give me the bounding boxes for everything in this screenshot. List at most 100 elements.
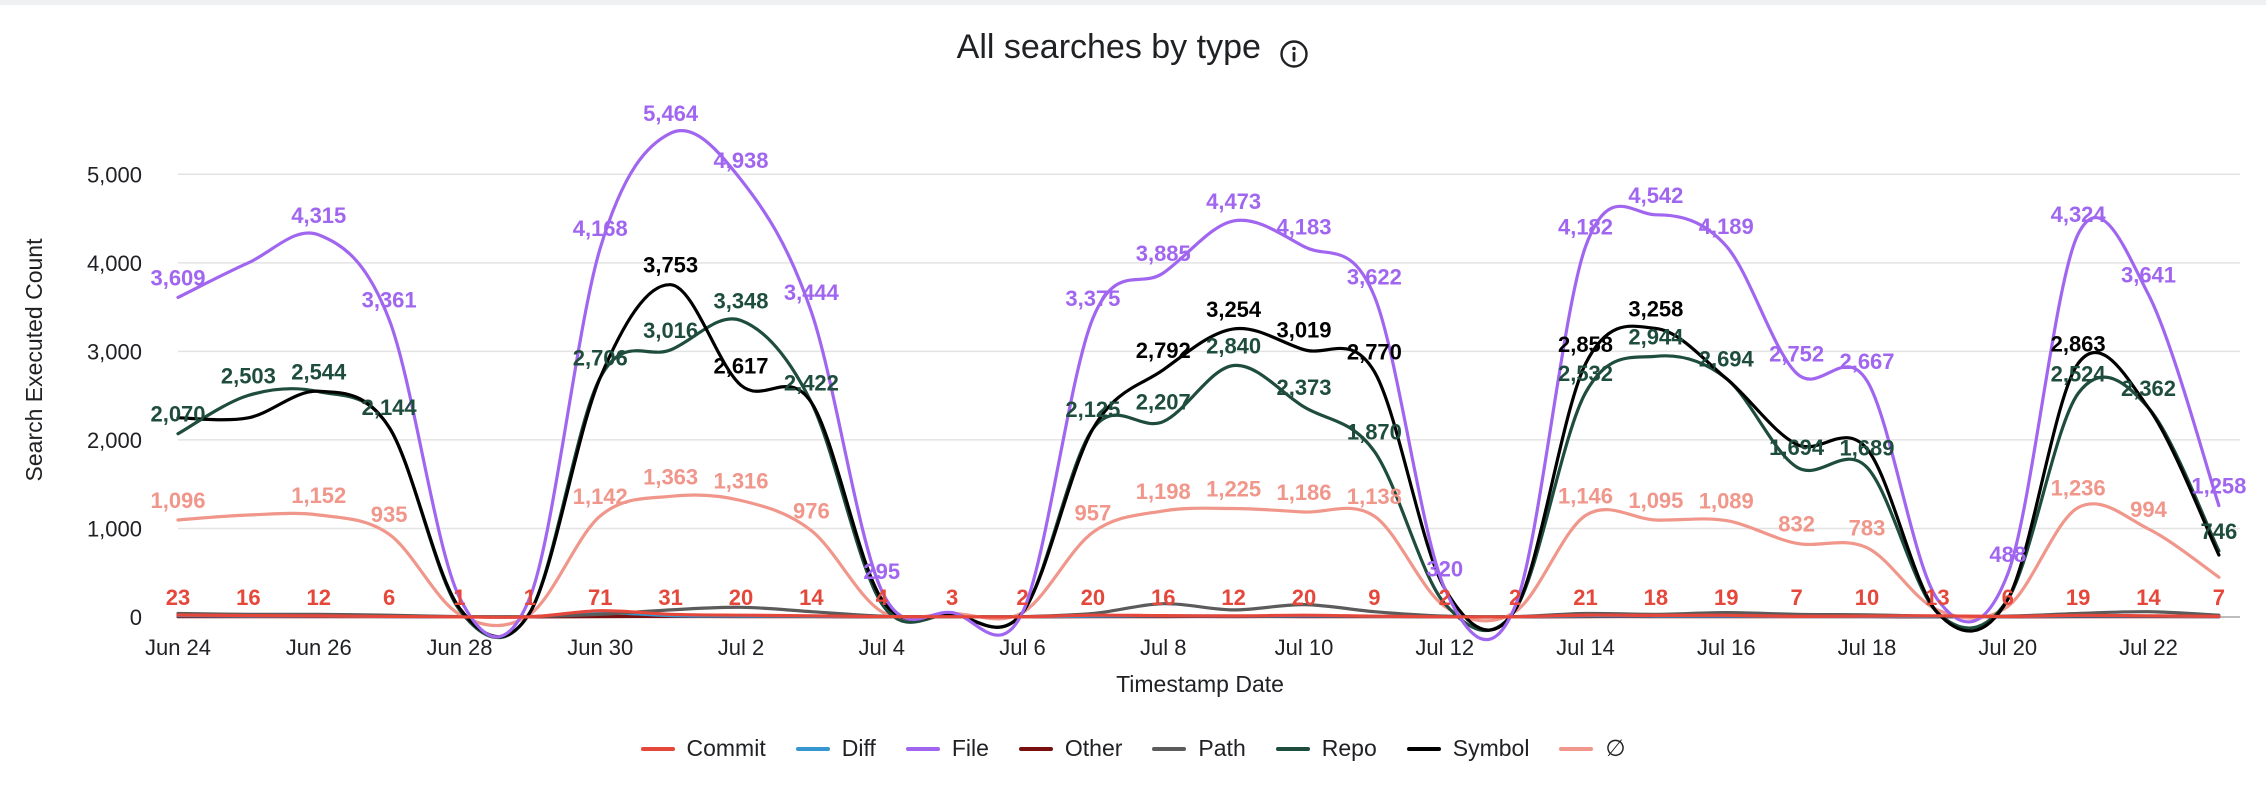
data-label-file: 3,444 [784, 280, 840, 305]
legend-label: Symbol [1452, 735, 1530, 761]
data-label-symbol: 3,753 [643, 253, 698, 278]
series-line-commit [176, 609, 2221, 619]
data-label-repo: 2,144 [362, 395, 418, 420]
data-label-commit: 2 [1016, 585, 1028, 610]
legend-swatch [795, 746, 830, 751]
data-label-null: 994 [2130, 497, 2167, 522]
legend-item-diff[interactable]: Diff [795, 735, 876, 762]
data-label-symbol: 2,858 [1558, 332, 1613, 357]
data-label-commit: 4 [876, 585, 889, 610]
data-label-commit: 2 [1509, 585, 1521, 610]
legend-label: File [951, 735, 989, 761]
data-label-commit: 71 [588, 585, 612, 610]
x-tick-label: Jul 2 [718, 635, 764, 660]
data-label-repo: 2,070 [150, 402, 205, 427]
x-tick-label: Jun 24 [145, 635, 211, 660]
data-label-repo: 1,870 [1347, 419, 1402, 444]
data-label-repo: 2,373 [1276, 375, 1331, 400]
x-tick-label: Jul 4 [859, 635, 905, 660]
data-label-file: 3,375 [1065, 286, 1120, 311]
data-label-commit: 18 [1644, 585, 1668, 610]
legend-label: Other [1064, 735, 1123, 761]
legend-item-symbol[interactable]: Symbol [1406, 735, 1530, 762]
data-label-symbol: 3,258 [1628, 297, 1683, 322]
data-label-repo: 2,362 [2121, 376, 2176, 401]
series-line-file [176, 129, 2221, 642]
data-label-file: 295 [863, 559, 900, 584]
legend-item-commit[interactable]: Commit [640, 735, 766, 762]
data-label-file: 4,168 [573, 216, 628, 241]
legend-label: Path [1198, 735, 1246, 761]
chart-title: All searches by type [956, 28, 1261, 66]
data-label-repo: 2,706 [573, 345, 628, 370]
legend-item-repo[interactable]: Repo [1275, 735, 1377, 762]
data-label-null: 783 [1849, 516, 1886, 541]
data-label-commit: 2 [1439, 585, 1451, 610]
data-label-repo: 746 [2201, 519, 2238, 544]
y-tick-label: 0 [130, 605, 142, 630]
data-label-file: 4,183 [1276, 215, 1331, 240]
data-label-commit: 6 [2002, 585, 2014, 610]
legend-item-other[interactable]: Other [1018, 735, 1123, 762]
legend-item-null[interactable]: ∅ [1559, 735, 1625, 762]
data-label-commit: 12 [307, 585, 331, 610]
x-tick-label: Jul 14 [1556, 635, 1615, 660]
data-label-null: 1,142 [573, 484, 628, 509]
x-tick-label: Jul 8 [1140, 635, 1186, 660]
data-label-file: 488 [1989, 542, 2026, 567]
y-tick-label: 5,000 [87, 162, 142, 187]
data-label-file: 4,542 [1628, 183, 1683, 208]
x-tick-label: Jun 30 [567, 635, 633, 660]
legend-swatch [1559, 746, 1594, 751]
data-label-file: 2,667 [1839, 349, 1894, 374]
data-label-file: 4,938 [713, 148, 768, 173]
legend-swatch [905, 746, 940, 751]
data-label-commit: 6 [383, 585, 395, 610]
data-label-symbol: 2,863 [2051, 331, 2106, 356]
info-icon[interactable] [1279, 39, 1309, 69]
data-label-commit: 14 [799, 585, 824, 610]
data-label-commit: 7 [1791, 585, 1803, 610]
y-tick-label: 2,000 [87, 428, 142, 453]
legend-swatch [1406, 746, 1441, 751]
data-label-null: 832 [1778, 511, 1815, 536]
data-label-repo: 2,544 [291, 360, 347, 385]
legend-swatch [1275, 746, 1310, 751]
data-label-file: 320 [1426, 557, 1463, 582]
y-axis-ticks: 0 1,000 2,000 3,000 4,000 5,000 [87, 162, 142, 630]
data-label-null: 1,089 [1699, 489, 1754, 514]
data-label-commit: 16 [236, 585, 260, 610]
x-tick-label: Jul 22 [2119, 635, 2178, 660]
data-label-repo: 2,125 [1065, 397, 1120, 422]
data-label-null: 1,146 [1558, 484, 1613, 509]
data-label-null: 1,316 [713, 468, 768, 493]
data-label-commit: 16 [1151, 585, 1175, 610]
data-label-commit: 9 [1368, 585, 1380, 610]
legend-swatch [640, 746, 675, 751]
legend-item-file[interactable]: File [905, 735, 989, 762]
y-tick-label: 3,000 [87, 339, 142, 364]
data-label-null: 1,186 [1276, 480, 1331, 505]
data-label-commit: 19 [1714, 585, 1738, 610]
data-label-symbol: 2,792 [1136, 338, 1191, 363]
data-label-repo: 3,348 [713, 289, 768, 314]
data-label-repo: 2,524 [2051, 362, 2107, 387]
data-label-repo: 1,689 [1839, 435, 1894, 460]
x-axis-ticks: Jun 24 Jun 26 Jun 28 Jun 30 Jul 2 Jul 4 Jul 6 J… [145, 635, 2178, 660]
x-tick-label: Jul 20 [1978, 635, 2037, 660]
data-label-commit: 3 [946, 585, 958, 610]
legend-label: Commit [686, 735, 766, 761]
data-label-file: 4,315 [291, 203, 346, 228]
x-tick-label: Jul 18 [1838, 635, 1897, 660]
series-lines [176, 129, 2221, 642]
data-label-file: 3,885 [1136, 241, 1191, 266]
data-label-null: 935 [371, 502, 408, 527]
data-label-repo: 2,207 [1136, 390, 1191, 415]
data-label-repo: 2,503 [221, 363, 276, 388]
data-label-commit: 21 [1573, 585, 1597, 610]
data-label-repo: 2,532 [1558, 361, 1613, 386]
x-tick-label: Jul 6 [999, 635, 1045, 660]
legend-item-path[interactable]: Path [1152, 735, 1246, 762]
data-label-repo: 1,694 [1769, 435, 1825, 460]
data-label-commit: 14 [2136, 585, 2161, 610]
